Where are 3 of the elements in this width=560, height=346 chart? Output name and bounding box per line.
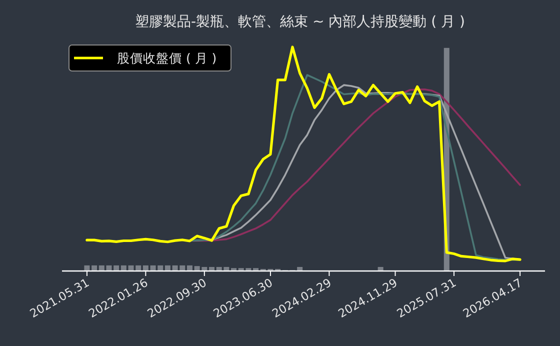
legend-label: 股價收盤價 ( 月 ): [117, 50, 217, 66]
chart-title: 塑膠製品-製瓶、軟管、絲束 ~ 內部人持股變動 ( 月 ): [135, 14, 465, 30]
legend: 股價收盤價 ( 月 ): [68, 44, 232, 72]
